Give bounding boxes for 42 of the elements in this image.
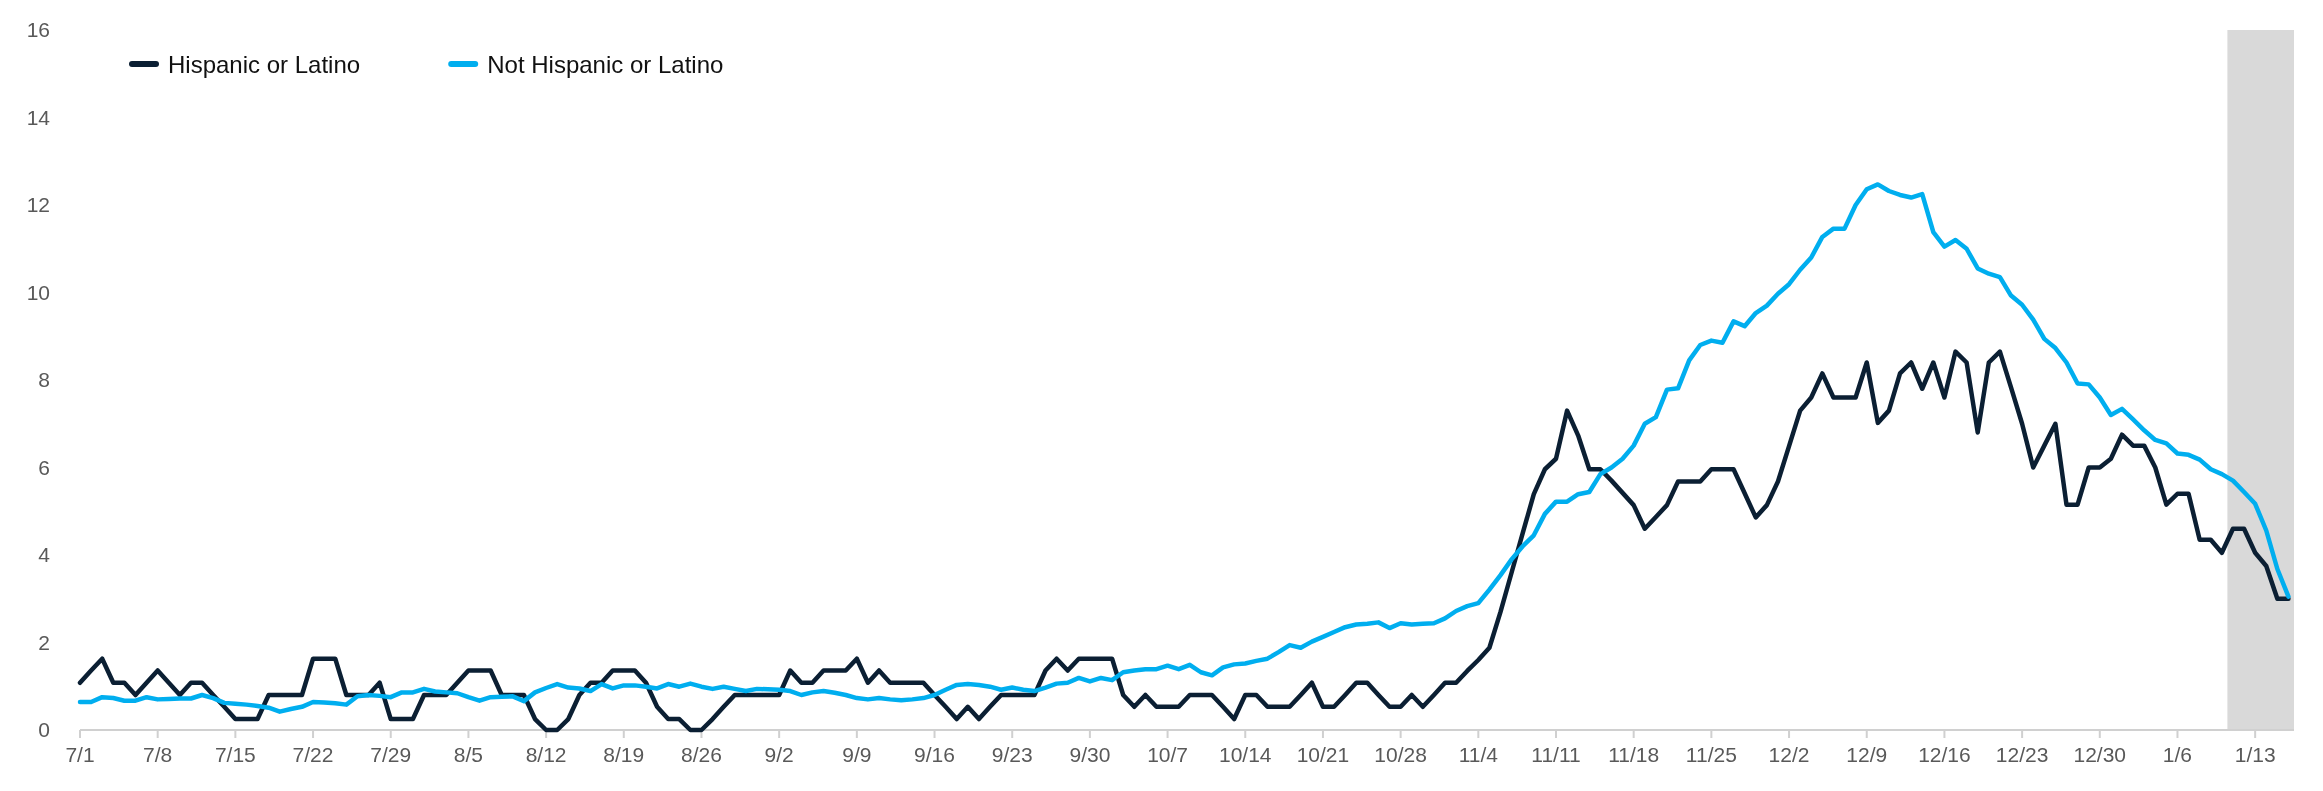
y-tick-label: 4 bbox=[38, 543, 51, 566]
x-tick-label: 11/25 bbox=[1685, 743, 1737, 766]
x-tick-label: 8/19 bbox=[603, 743, 645, 766]
y-tick-label: 8 bbox=[38, 368, 50, 391]
x-tick-label: 7/22 bbox=[292, 743, 334, 766]
x-tick-label: 11/4 bbox=[1458, 743, 1499, 766]
x-tick-label: 8/26 bbox=[681, 743, 722, 766]
x-tick-label: 10/21 bbox=[1296, 743, 1350, 766]
x-tick-label: 12/9 bbox=[1846, 743, 1888, 766]
x-tick-label: 10/28 bbox=[1374, 743, 1427, 766]
x-tick-label: 8/5 bbox=[453, 743, 484, 766]
y-tick-label: 12 bbox=[26, 193, 50, 216]
x-tick-label: 9/16 bbox=[914, 743, 955, 766]
x-tick-label: 9/30 bbox=[1069, 743, 1111, 766]
x-tick-label: 12/16 bbox=[1918, 743, 1971, 766]
x-tick-label: 7/29 bbox=[370, 743, 412, 766]
y-tick-label: 10 bbox=[26, 280, 50, 304]
x-tick-label: 12/30 bbox=[2073, 743, 2127, 766]
x-tick-label: 10/14 bbox=[1218, 743, 1272, 766]
x-tick-label: 9/9 bbox=[842, 743, 872, 766]
x-tick-label: 8/12 bbox=[525, 743, 567, 766]
x-tick-label: 10/7 bbox=[1147, 743, 1189, 766]
x-tick-label: 11/18 bbox=[1608, 743, 1660, 766]
x-tick-label: 9/2 bbox=[764, 743, 794, 766]
line-series bbox=[77, 182, 2291, 714]
line-series bbox=[77, 349, 2291, 733]
legend-label: Not Hispanic or Latino bbox=[487, 51, 724, 78]
x-tick-label: 1/6 bbox=[2162, 743, 2193, 766]
x-tick-label: 12/2 bbox=[1768, 743, 1810, 766]
y-tick-label: 0 bbox=[38, 718, 50, 741]
x-tick-label: 7/1 bbox=[65, 743, 95, 766]
y-tick-label: 14 bbox=[26, 105, 51, 129]
x-tick-label: 7/8 bbox=[143, 743, 173, 766]
x-tick-label: 9/23 bbox=[991, 743, 1033, 766]
legend-label: Hispanic or Latino bbox=[168, 51, 361, 78]
y-tick-label: 2 bbox=[38, 630, 50, 654]
x-tick-label: 7/15 bbox=[214, 743, 256, 766]
y-tick-label: 6 bbox=[38, 455, 50, 479]
x-tick-label: 12/23 bbox=[1995, 743, 2049, 766]
x-tick-label: 1/13 bbox=[2234, 743, 2276, 766]
y-tick-label: 16 bbox=[26, 18, 50, 41]
x-tick-label: 11/11 bbox=[1531, 743, 1581, 766]
